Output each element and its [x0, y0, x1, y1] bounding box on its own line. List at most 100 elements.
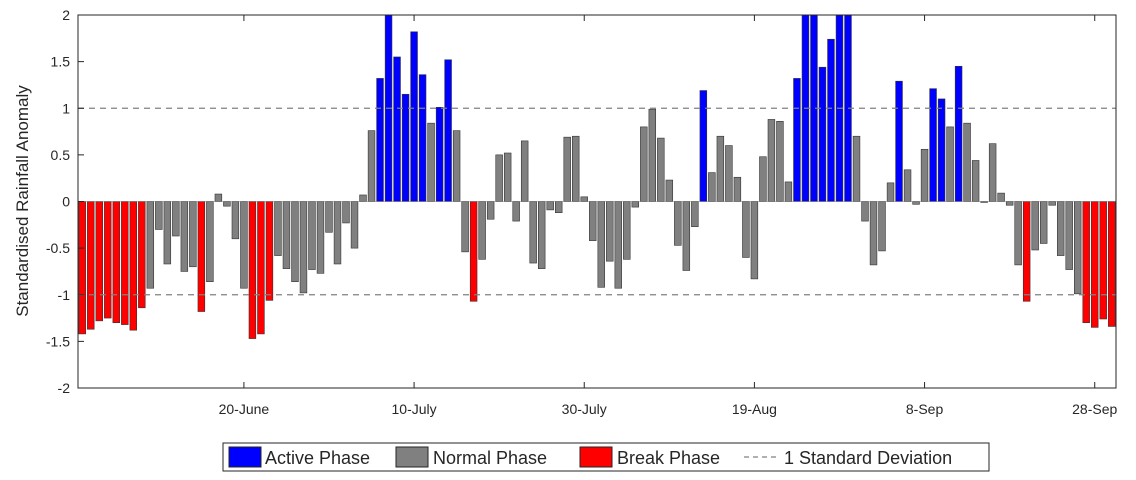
bar-day-76: [716, 135, 725, 202]
y-tick-label: -1: [58, 287, 71, 303]
legend-swatch-active: [228, 446, 262, 468]
y-axis-label: Standardised Rainfall Anomaly: [13, 85, 32, 317]
bar-day-97: [895, 80, 903, 202]
x-tick-label: 19-Aug: [732, 401, 777, 417]
bar-day-63: [606, 201, 614, 262]
bar-day-43: [435, 107, 444, 202]
bar-day-59: [572, 135, 580, 202]
x-tick-label: 28-Sep: [1072, 401, 1117, 417]
legend-label-std: 1 Standard Deviation: [784, 448, 952, 468]
bar-day-106: [971, 160, 980, 202]
bar-day-9: [146, 201, 155, 289]
bar-day-35: [367, 130, 376, 202]
bar-day-38: [393, 56, 401, 202]
bar-day-77: [725, 145, 733, 202]
bar-day-112: [1022, 201, 1031, 302]
bar-day-40: [410, 31, 418, 202]
bar-day-28: [308, 201, 316, 270]
bar-day-17: [214, 193, 223, 202]
x-tick-label: 30-July: [562, 401, 607, 417]
bar-day-53: [520, 140, 529, 202]
x-tick-label: 20-June: [219, 401, 270, 417]
bar-day-11: [163, 201, 172, 265]
bar-day-93: [861, 201, 869, 222]
bar-day-58: [563, 136, 571, 202]
bar-day-5: [112, 201, 120, 324]
bar-day-21: [248, 201, 257, 339]
bar-day-19: [231, 201, 240, 240]
bar-day-101: [929, 88, 937, 202]
bar-day-7: [129, 201, 138, 331]
bar-day-114: [1039, 201, 1048, 244]
bar-day-65: [623, 201, 631, 260]
bar-day-92: [852, 135, 861, 202]
bar-day-14: [189, 201, 197, 268]
bar-day-12: [172, 201, 180, 237]
legend-label-break: Break Phase: [617, 448, 720, 468]
bar-day-72: [682, 201, 691, 271]
bar-day-39: [401, 93, 410, 202]
bar-day-94: [869, 201, 878, 266]
bar-day-70: [665, 179, 674, 202]
bar-day-95: [878, 201, 886, 252]
bar-day-113: [1031, 201, 1039, 251]
reference-lines: [78, 107, 1116, 296]
bar-day-89: [827, 38, 835, 202]
y-tick-label: -0.5: [46, 240, 70, 256]
x-tick-label: 10-July: [392, 401, 437, 417]
bar-day-109: [997, 192, 1005, 202]
bar-day-105: [963, 122, 971, 202]
bar-day-32: [342, 201, 350, 224]
bar-day-27: [299, 201, 308, 294]
bar-day-88: [818, 66, 827, 202]
bar-day-3: [95, 201, 103, 322]
y-tick-label: 0: [62, 194, 70, 210]
bar-day-56: [546, 201, 554, 211]
bar-day-69: [657, 137, 665, 202]
bar-day-81: [759, 156, 767, 202]
bar-day-26: [291, 201, 299, 282]
bar-day-48: [478, 201, 486, 260]
bar-day-30: [325, 201, 333, 233]
y-tick-label: 2: [62, 7, 70, 23]
bar-day-108: [988, 143, 997, 202]
bar-day-73: [691, 201, 699, 227]
bars-group: [78, 14, 1116, 339]
bar-day-2: [87, 201, 95, 330]
bar-day-18: [223, 201, 231, 207]
bar-day-52: [512, 201, 520, 222]
bar-day-115: [1048, 201, 1056, 206]
bar-day-6: [121, 201, 129, 325]
bar-day-83: [776, 121, 784, 202]
bar-day-23: [265, 201, 274, 301]
bar-day-62: [597, 201, 605, 288]
bar-day-78: [733, 176, 742, 202]
bar-day-60: [580, 196, 588, 202]
bar-day-103: [946, 126, 954, 202]
y-tick-label: 1: [62, 100, 70, 116]
bar-day-36: [376, 78, 384, 202]
legend-swatch-normal: [395, 446, 429, 468]
bar-day-49: [486, 201, 495, 220]
legend-label-normal: Normal Phase: [433, 448, 547, 468]
bar-day-16: [206, 201, 214, 282]
bar-day-66: [631, 201, 639, 208]
bar-day-75: [708, 172, 716, 202]
y-tick-label: -1.5: [46, 333, 70, 349]
bar-day-47: [469, 201, 478, 302]
bar-day-82: [767, 119, 776, 202]
bar-day-64: [614, 201, 622, 289]
bar-day-61: [589, 201, 597, 241]
bar-day-121: [1099, 201, 1107, 320]
bar-day-116: [1056, 201, 1065, 256]
bar-day-45: [452, 130, 461, 202]
y-tick-label: 1.5: [51, 54, 71, 70]
bar-day-54: [529, 201, 537, 264]
bar-day-10: [155, 201, 163, 230]
bar-day-119: [1082, 201, 1090, 324]
bar-day-120: [1091, 201, 1099, 328]
bar-day-44: [444, 59, 452, 202]
bar-day-100: [920, 148, 929, 202]
y-tick-label: 0.5: [51, 147, 71, 163]
y-tick-label: -2: [58, 380, 71, 396]
